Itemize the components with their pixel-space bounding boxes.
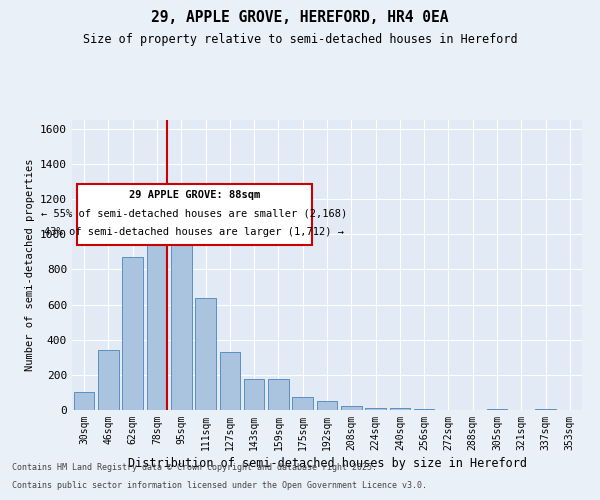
Bar xyxy=(74,392,94,410)
Bar xyxy=(244,379,265,410)
Text: 43% of semi-detached houses are larger (1,712) →: 43% of semi-detached houses are larger (… xyxy=(44,228,344,237)
Bar xyxy=(220,352,240,410)
Text: 29 APPLE GROVE: 88sqm: 29 APPLE GROVE: 88sqm xyxy=(129,190,260,200)
FancyBboxPatch shape xyxy=(77,184,312,244)
Text: Contains public sector information licensed under the Open Government Licence v3: Contains public sector information licen… xyxy=(12,481,427,490)
Bar xyxy=(365,408,386,410)
Bar xyxy=(195,298,216,410)
Bar xyxy=(98,350,119,410)
Bar xyxy=(122,257,143,410)
Bar xyxy=(268,379,289,410)
Bar xyxy=(487,409,508,410)
Bar xyxy=(317,401,337,410)
Bar xyxy=(171,184,191,410)
Bar xyxy=(414,409,434,410)
Text: 29, APPLE GROVE, HEREFORD, HR4 0EA: 29, APPLE GROVE, HEREFORD, HR4 0EA xyxy=(151,10,449,25)
Bar xyxy=(292,397,313,410)
X-axis label: Distribution of semi-detached houses by size in Hereford: Distribution of semi-detached houses by … xyxy=(128,457,527,470)
Text: Size of property relative to semi-detached houses in Hereford: Size of property relative to semi-detach… xyxy=(83,32,517,46)
Text: ← 55% of semi-detached houses are smaller (2,168): ← 55% of semi-detached houses are smalle… xyxy=(41,208,347,218)
Bar xyxy=(535,409,556,410)
Bar xyxy=(341,406,362,410)
Bar xyxy=(389,408,410,410)
Bar xyxy=(146,184,167,410)
Text: Contains HM Land Registry data © Crown copyright and database right 2025.: Contains HM Land Registry data © Crown c… xyxy=(12,464,377,472)
Y-axis label: Number of semi-detached properties: Number of semi-detached properties xyxy=(25,159,35,371)
